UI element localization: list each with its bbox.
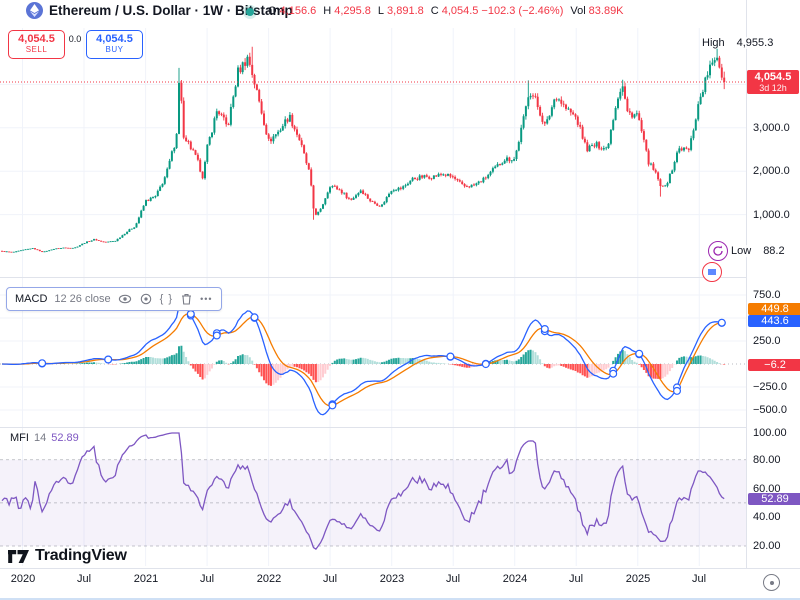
spread-value: 0.0 [68, 34, 82, 44]
mfi-tick-label: 100.00 [753, 427, 787, 439]
time-tick-label: Jul [445, 573, 461, 585]
mfi-tick-label: 60.00 [753, 482, 781, 495]
chart-high-value: 4,955.3 [736, 37, 774, 49]
time-tick-label: 2020 [10, 573, 36, 585]
time-tick-label: Jul [76, 573, 92, 585]
macd-tick-label: 750.0 [753, 289, 781, 301]
time-axis-settings-icon[interactable] [763, 574, 780, 591]
time-tick-label: 2021 [133, 573, 159, 585]
buy-price: 4,054.5 [96, 33, 133, 45]
high-price-row: High 4,955.3 [702, 37, 774, 49]
time-tick-label: Jul [568, 573, 584, 585]
last-price-value: 4,054.5 [754, 71, 792, 83]
low-price-row: Low 88.2 [731, 245, 785, 257]
mfi-value: 52.89 [51, 432, 79, 444]
macd-signal-badge: 449.8 [748, 303, 800, 315]
mfi-tick-label: 80.00 [753, 453, 781, 466]
ethereum-icon [26, 2, 43, 19]
bar-countdown: 3d 12h [759, 83, 787, 93]
macd-hist-badge: −6.2 [748, 358, 800, 371]
mfi-tick-label: 20.00 [753, 540, 781, 552]
mfi-legend[interactable]: MFI 14 52.89 [10, 432, 79, 444]
event-cycle-icon[interactable] [708, 241, 728, 261]
more-options-icon[interactable]: ••• [200, 294, 213, 304]
event-badge-icon[interactable] [702, 262, 722, 282]
chart-low-label: Low [731, 245, 752, 257]
ohlc-readout: O 4,156.6 H 4,295.8 L 3,891.8 C 4,054.5 −102… [264, 5, 624, 17]
mfi-value-badge: 52.89 [748, 492, 800, 505]
macd-tick-label: −250.0 [753, 381, 787, 393]
last-price-badge: 4,054.5 3d 12h [747, 70, 799, 94]
sell-button[interactable]: 4,054.5 SELL [8, 30, 65, 59]
chart-high-label: High [702, 37, 725, 49]
sell-label: SELL [25, 45, 48, 54]
price-scale[interactable]: 3,000.0 2,000.0 1,000.0 750.0 250.0 −250.0 −50… [746, 0, 800, 568]
tradingview-wordmark: TradingView [35, 547, 127, 564]
low-value: 3,891.8 [387, 5, 424, 17]
mfi-period: 14 [33, 432, 47, 444]
macd-title: MACD [15, 293, 48, 305]
macd-value-badge: 443.6 [748, 315, 800, 327]
time-tick-label: 2023 [379, 573, 405, 585]
time-tick-label: Jul [199, 573, 215, 585]
time-tick-label: Jul [691, 573, 707, 585]
market-status-icon[interactable] [246, 8, 254, 16]
time-tick-label: 2022 [256, 573, 282, 585]
open-label: O [268, 5, 277, 17]
time-tick-label: Jul [322, 573, 338, 585]
visibility-eye-icon[interactable] [118, 292, 132, 306]
order-buttons: 4,054.5 SELL 0.0 4,054.5 BUY [8, 30, 143, 59]
sell-price: 4,054.5 [18, 33, 55, 45]
settings-icon[interactable] [139, 292, 153, 306]
volume-label: Vol [570, 5, 586, 17]
price-tick-label: 3,000.0 [753, 121, 790, 134]
macd-params: 12 26 close [54, 293, 111, 305]
macd-legend[interactable]: MACD 12 26 close { } ••• [6, 287, 222, 311]
open-value: 4,156.6 [279, 5, 317, 17]
tradingview-logo[interactable]: TradingView [8, 547, 127, 565]
close-label: C [430, 5, 439, 17]
time-tick-label: 2025 [625, 573, 651, 585]
macd-tick-label: −500.0 [753, 404, 787, 416]
high-label: H [323, 5, 332, 17]
close-value: 4,054.5 [441, 5, 479, 17]
low-label: L [377, 5, 385, 17]
symbol-title[interactable]: Ethereum / U.S. Dollar · 1W · Bitstamp [49, 3, 293, 18]
macd-tick-label: 250.0 [753, 335, 781, 347]
source-code-icon[interactable]: { } [159, 293, 174, 305]
buy-button[interactable]: 4,054.5 BUY [86, 30, 143, 59]
price-tick-label: 1,000.0 [753, 208, 790, 221]
change-value: −102.3 (−2.46%) [481, 5, 564, 17]
delete-icon[interactable] [180, 292, 193, 306]
high-value: 4,295.8 [334, 5, 371, 17]
time-tick-label: 2024 [502, 573, 528, 585]
volume-value: 83.89K [588, 5, 624, 17]
chart-low-value: 88.2 [763, 245, 785, 257]
mfi-title: MFI [10, 432, 29, 444]
buy-label: BUY [105, 45, 124, 54]
mfi-tick-label: 40.00 [753, 511, 781, 524]
time-scale[interactable]: 2020 Jul 2021 Jul 2022 Jul 2023 Jul 2024 Jul 2025 J… [0, 569, 800, 600]
tradingview-glyph [8, 549, 29, 563]
price-tick-label: 2,000.0 [753, 165, 790, 178]
